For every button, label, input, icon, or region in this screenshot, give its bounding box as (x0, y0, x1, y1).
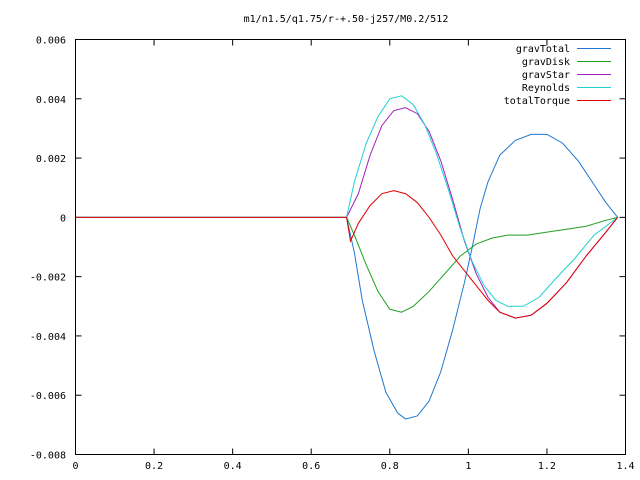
y-tick-label: 0.004 (36, 95, 66, 106)
legend-label-gravDisk: gravDisk (522, 57, 570, 68)
legend: gravTotal gravDisk gravStar Reynolds totalTo… (504, 44, 611, 107)
x-tick-label: 0.4 (224, 461, 242, 472)
legend-label-Reynolds: Reynolds (522, 83, 570, 94)
y-tick-label: 0.002 (36, 154, 66, 165)
x-tick-label: 1.2 (538, 461, 556, 472)
x-tick-label: 0.2 (145, 461, 163, 472)
y-tick-label: -0.006 (30, 391, 66, 402)
series-line-gravDisk (75, 216, 618, 313)
y-tick-label: -0.002 (30, 273, 66, 284)
x-tick-label: 1 (465, 461, 471, 472)
x-tick-label: 0.8 (381, 461, 399, 472)
legend-label-gravStar: gravStar (522, 70, 570, 81)
series-line-gravTotal (75, 133, 619, 420)
y-tick-label: -0.004 (30, 332, 66, 343)
series-line-Reynolds (75, 95, 618, 307)
legend-label-totalTorque: totalTorque (504, 96, 570, 107)
y-tick-label: 0 (60, 213, 66, 224)
y-tick-label: -0.008 (30, 451, 66, 462)
x-tick-label: 0.6 (302, 461, 320, 472)
legend-label-gravTotal: gravTotal (516, 44, 570, 55)
x-tick-label: 1.4 (616, 461, 634, 472)
y-tick-label: 0.006 (36, 36, 66, 47)
plot-frame (75, 39, 626, 455)
x-tick-label: 0 (72, 461, 78, 472)
axes: 0 0.2 0.4 0.6 0.8 1 1.2 1.4 0.006 0.004 0.002 0 -0.0… (30, 36, 635, 473)
series-layer (75, 95, 619, 420)
series-line-gravStar (75, 107, 619, 319)
series-line-totalTorque (75, 190, 619, 319)
chart-title: m1/n1.5/q1.75/r-+.50-j257/M0.2/512 (244, 14, 449, 25)
